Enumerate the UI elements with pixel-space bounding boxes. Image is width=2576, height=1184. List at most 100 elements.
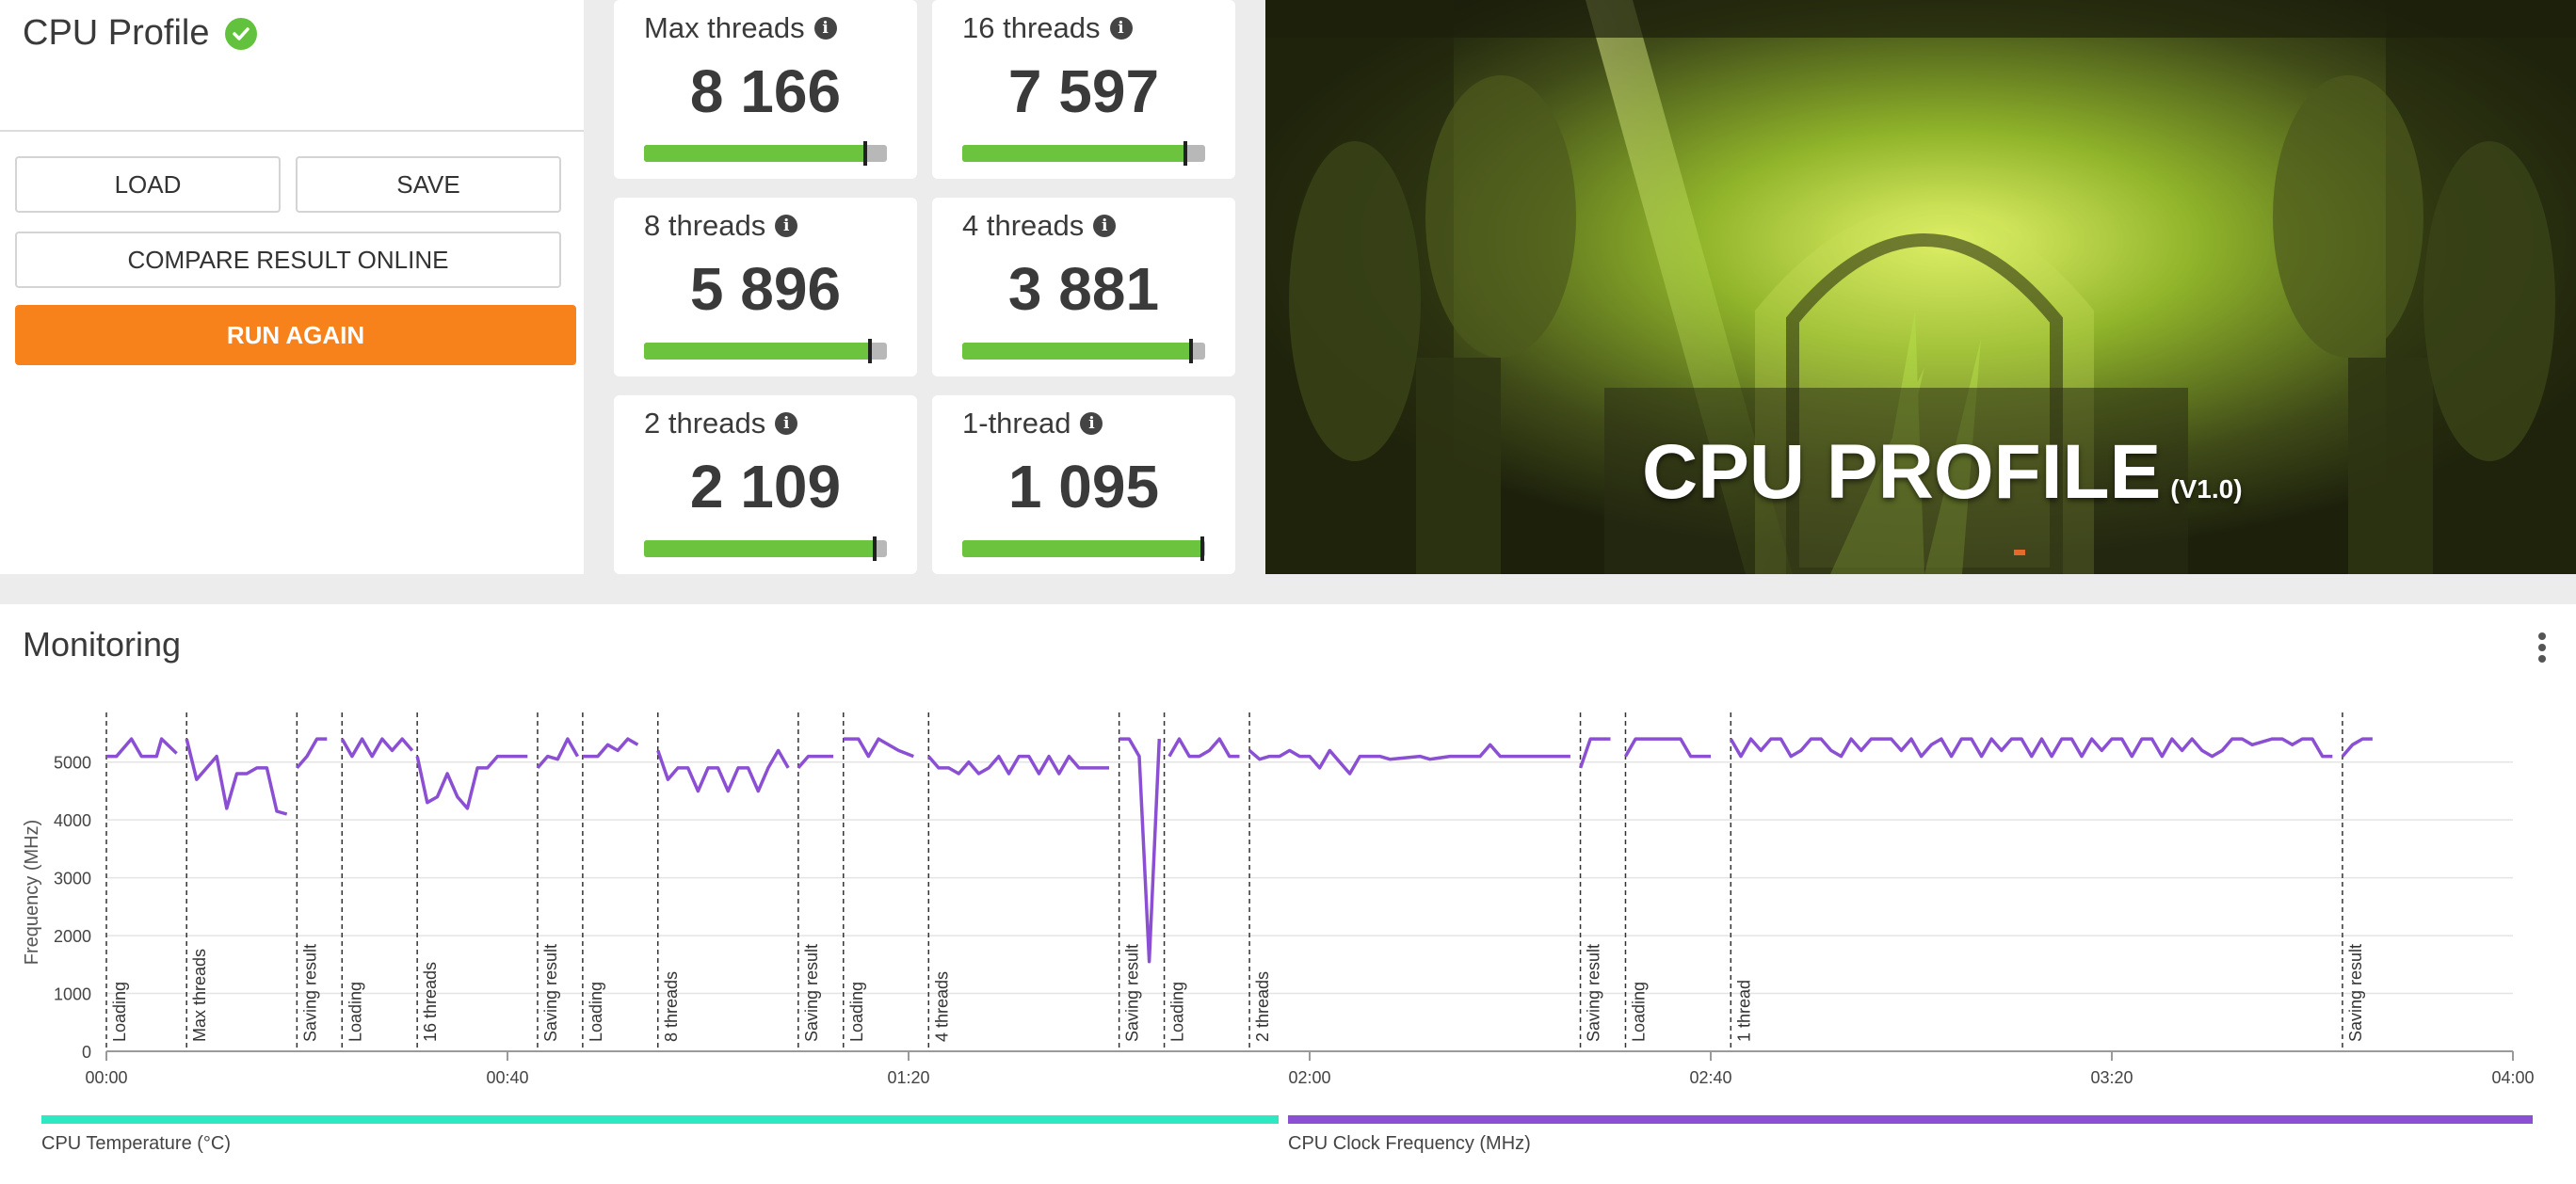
compare-result-online-button[interactable]: COMPARE RESULT ONLINE	[15, 232, 561, 288]
y-tick-label: 5000	[54, 754, 91, 773]
frequency-series-line	[106, 737, 178, 759]
y-tick-label: 2000	[54, 927, 91, 946]
score-value: 3 881	[1007, 255, 1160, 323]
run-again-button[interactable]: RUN AGAIN	[15, 305, 576, 365]
frequency-series-line	[582, 737, 639, 759]
score-card: 16 threads i 7 597	[932, 0, 1235, 179]
info-icon[interactable]: i	[813, 17, 837, 40]
score-bar	[962, 536, 1205, 561]
score-bar-marker	[1183, 141, 1188, 166]
legend-frequency-label: CPU Clock Frequency (MHz)	[1288, 1133, 1531, 1154]
phase-marker-label: Saving result	[1123, 944, 1142, 1042]
phase-marker-label: Saving result	[300, 944, 319, 1042]
phase-marker-label: 16 threads	[421, 962, 440, 1042]
score-value: 7 597	[1007, 57, 1160, 125]
score-value: 1 095	[1007, 453, 1160, 520]
frequency-series-line	[1119, 737, 1162, 964]
score-card: 4 threads i 3 881	[932, 198, 1235, 376]
legend-temperature-bar[interactable]	[41, 1115, 1279, 1124]
score-bar-marker	[867, 339, 872, 363]
score-bar-fill	[644, 343, 870, 360]
phase-marker-label: Loading	[110, 982, 129, 1042]
phase-marker-label: 8 threads	[662, 971, 681, 1042]
profile-title: CPU Profile	[23, 13, 257, 54]
frequency-series-line	[843, 737, 914, 759]
phase-marker-label: Loading	[1629, 982, 1648, 1042]
phase-marker-label: Loading	[587, 982, 605, 1042]
score-bar	[644, 536, 887, 561]
x-tick-label: 03:20	[2090, 1068, 2133, 1087]
more-options-icon[interactable]	[2538, 632, 2548, 664]
score-card: 2 threads i 2 109	[614, 395, 917, 574]
score-bar-marker	[1188, 339, 1193, 363]
score-bar-marker	[873, 536, 877, 561]
frequency-series-line	[536, 737, 580, 770]
x-tick-label: 00:40	[486, 1068, 528, 1087]
frequency-series-line	[1248, 743, 1570, 776]
frequency-series-line	[2341, 737, 2373, 758]
phase-marker-label: Saving result	[541, 944, 560, 1042]
check-icon	[224, 17, 257, 50]
frequency-series-line	[296, 737, 328, 770]
y-tick-label: 0	[82, 1043, 91, 1062]
phase-marker-label: Loading	[1168, 982, 1187, 1042]
legend-frequency-bar[interactable]	[1288, 1115, 2533, 1124]
y-tick-label: 4000	[54, 811, 91, 830]
frequency-series-line	[185, 738, 288, 816]
info-icon[interactable]: i	[1093, 215, 1117, 237]
profile-panel: CPU Profile LOAD SAVE COMPARE RESULT ONL…	[0, 0, 584, 574]
phase-marker-label: 1 thread	[1734, 980, 1753, 1042]
phase-marker-label: Loading	[847, 982, 866, 1042]
y-tick-label: 1000	[54, 985, 91, 1004]
score-bar-fill	[644, 540, 876, 557]
score-bar-marker	[1200, 536, 1205, 561]
score-label: 2 threads	[644, 407, 766, 440]
divider	[0, 130, 584, 132]
info-icon[interactable]: i	[1080, 412, 1103, 435]
score-bar-fill	[962, 145, 1186, 162]
frequency-chart: 0 1000 2000 3000 4000 5000 Frequency (MHz) 00:0…	[22, 712, 2535, 1087]
frequency-series-line	[340, 737, 414, 759]
frequency-series-line	[656, 748, 790, 793]
load-button[interactable]: LOAD	[15, 156, 281, 213]
score-value: 8 166	[689, 57, 842, 125]
hero-artwork	[1265, 0, 2576, 574]
info-icon[interactable]: i	[775, 215, 798, 237]
score-bar-marker	[862, 141, 867, 166]
info-icon[interactable]: i	[1109, 17, 1133, 40]
phase-marker-label: 4 threads	[932, 971, 951, 1042]
hero-title-text: CPU PROFILE	[1642, 429, 2162, 515]
hero-version: (V1.0)	[2170, 474, 2243, 504]
frequency-series-line	[1578, 737, 1611, 769]
frequency-series-line	[926, 754, 1109, 776]
frequency-series-line	[1623, 737, 1711, 759]
x-tick-label: 00:00	[85, 1068, 127, 1087]
score-bar	[962, 339, 1205, 363]
hero-banner: CPU PROFILE (V1.0)	[1265, 0, 2576, 574]
frequency-series-line	[415, 754, 528, 810]
score-label: 8 threads	[644, 209, 766, 242]
score-bar	[644, 339, 887, 363]
monitoring-panel: Monitoring 0 1000 2000 3000 4000 5000 Frequenc…	[0, 604, 2576, 1184]
score-value: 5 896	[689, 255, 842, 323]
frequency-series-line	[797, 754, 834, 770]
score-bar-fill	[644, 145, 865, 162]
score-label: 4 threads	[962, 209, 1085, 242]
score-bar	[644, 141, 887, 166]
score-value: 2 109	[689, 453, 842, 520]
save-button[interactable]: SAVE	[296, 156, 561, 213]
phase-marker-label: Saving result	[1585, 944, 1603, 1042]
phase-marker-label: Max threads	[190, 949, 209, 1042]
y-tick-label: 3000	[54, 870, 91, 888]
score-bar-fill	[962, 343, 1191, 360]
frequency-series-line	[1167, 737, 1240, 759]
score-label: 1-thread	[962, 407, 1071, 440]
info-icon[interactable]: i	[775, 412, 798, 435]
frequency-series-line	[1729, 737, 2333, 759]
x-tick-label: 01:20	[887, 1068, 929, 1087]
phase-marker-label: Saving result	[2346, 944, 2365, 1042]
legend-temperature-label: CPU Temperature (°C)	[41, 1133, 232, 1154]
score-label: Max threads	[644, 11, 805, 44]
score-bar-fill	[962, 540, 1203, 557]
phase-marker-label: Loading	[346, 982, 364, 1042]
